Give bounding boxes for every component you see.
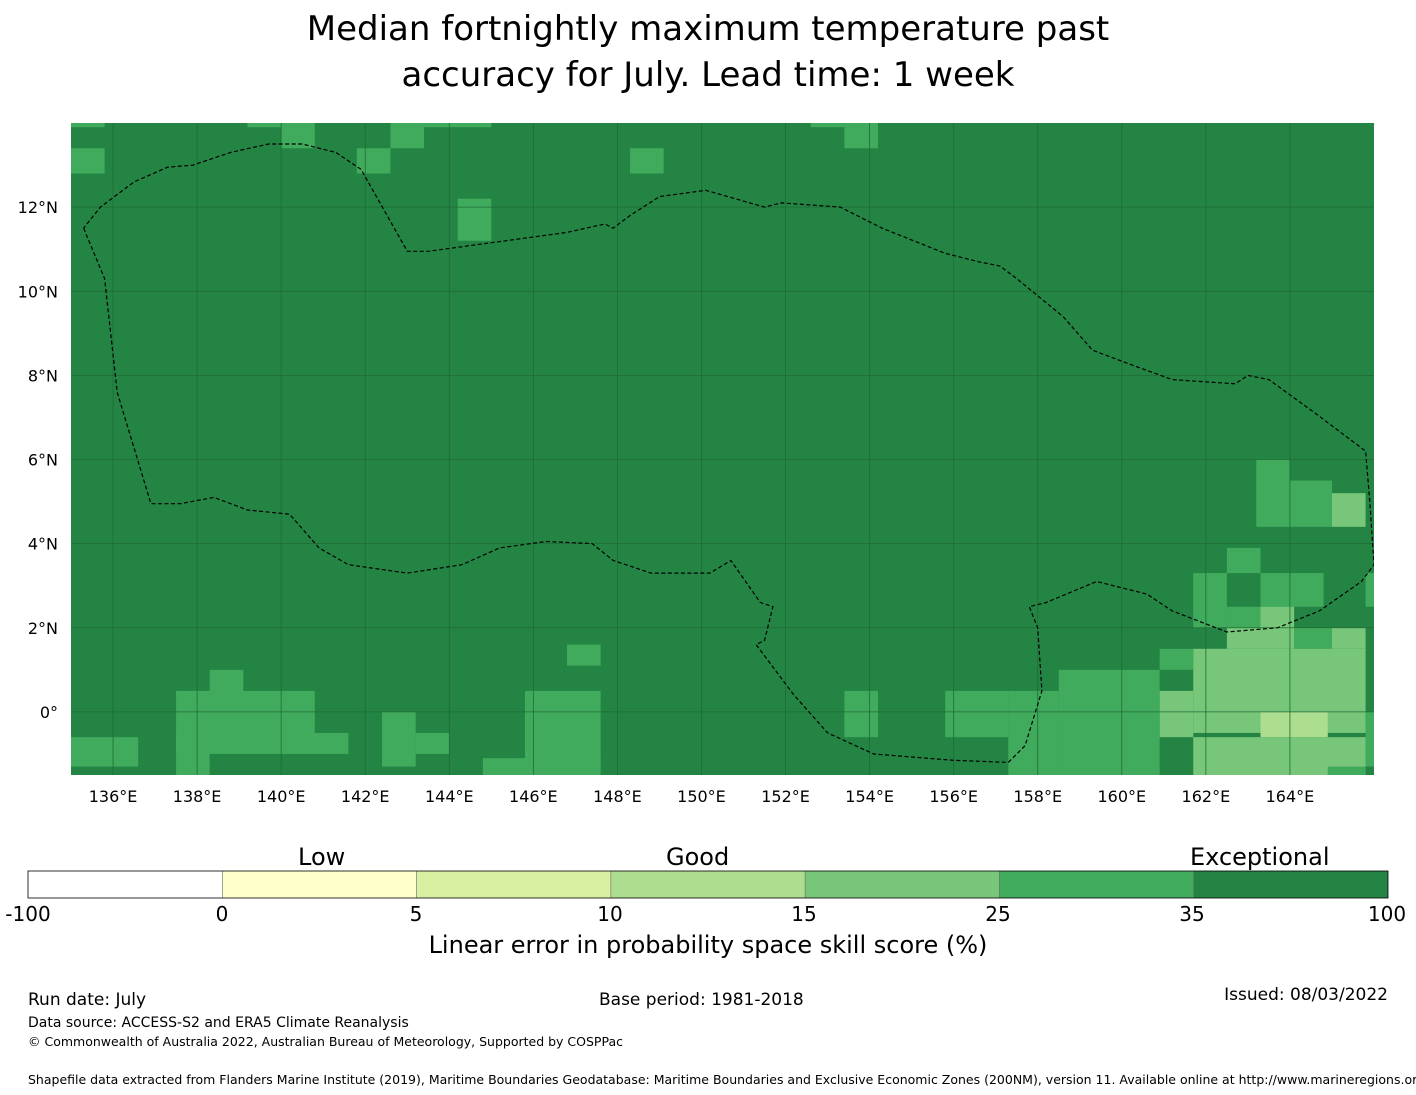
lon-tick-label: 156°E: [929, 787, 978, 806]
lon-tick-label: 142°E: [341, 787, 390, 806]
colorbar-tick: 100: [1367, 902, 1407, 926]
skill-cell: [1327, 766, 1366, 775]
colorbar-tick: -100: [5, 902, 51, 926]
skill-cell: [71, 148, 105, 174]
lat-tick-label: 10°N: [18, 282, 58, 301]
chart-title: Median fortnightly maximum temperature p…: [0, 6, 1416, 98]
lon-tick-label: 138°E: [173, 787, 222, 806]
colorbar-segment: [805, 871, 1000, 898]
lon-tick-label: 148°E: [593, 787, 642, 806]
colorbar-tick: 35: [1179, 902, 1205, 926]
data-source: Data source: ACCESS-S2 and ERA5 Climate …: [28, 1015, 409, 1031]
skill-cell: [71, 123, 105, 128]
lon-tick-label: 144°E: [425, 787, 474, 806]
lon-tick-label: 160°E: [1097, 787, 1146, 806]
skill-cell: [457, 198, 492, 241]
colorbar-label-good: Good: [666, 843, 730, 871]
lat-tick-label: 8°N: [28, 366, 58, 385]
skill-cell: [1226, 606, 1261, 628]
skill-cell: [176, 732, 210, 775]
skill-cell: [1159, 690, 1194, 738]
skill-cell: [810, 123, 845, 128]
skill-cell: [1058, 711, 1135, 775]
skill-cell: [457, 123, 492, 128]
lon-tick-label: 154°E: [845, 787, 894, 806]
shapefile-credit: Shapefile data extracted from Flanders M…: [28, 1072, 1416, 1087]
colorbar-segment: [28, 871, 223, 898]
skill-cell: [844, 123, 879, 149]
lon-tick-label: 164°E: [1266, 787, 1315, 806]
colorbar-segment: [610, 871, 806, 898]
colorbar-segment: [1193, 871, 1388, 898]
skill-cell: [1294, 627, 1332, 649]
skill-cell: [243, 732, 349, 754]
lat-tick-label: 6°N: [28, 451, 58, 470]
title-line-1: Median fortnightly maximum temperature p…: [306, 9, 1110, 49]
colorbar: [27, 870, 1389, 899]
eez-boundary: [83, 143, 1374, 764]
skill-cell: [424, 123, 458, 128]
colorbar-outline: [27, 870, 1389, 899]
colorbar-segment: [222, 871, 417, 898]
colorbar-tick: 5: [409, 902, 423, 926]
skill-cell: [945, 690, 1009, 738]
title-line-2: accuracy for July. Lead time: 1 week: [401, 55, 1015, 95]
lat-tick-label: 2°N: [28, 619, 58, 638]
colorbar-tick: 25: [985, 902, 1011, 926]
skill-cell: [415, 732, 450, 754]
lat-tick-label: 12°N: [18, 198, 58, 217]
skill-cell: [566, 644, 601, 666]
skill-cell: [482, 758, 601, 775]
lat-tick-label: 4°N: [28, 535, 58, 554]
colorbar-label-low: Low: [298, 843, 346, 871]
skill-cell: [1226, 547, 1261, 574]
skill-cell: [382, 711, 416, 767]
skill-cell: [1260, 711, 1328, 738]
skill-cell: [1365, 573, 1374, 607]
skill-cell: [247, 123, 282, 128]
skill-cell: [390, 123, 425, 149]
colorbar-segment: [999, 871, 1194, 898]
lon-tick-label: 158°E: [1013, 787, 1062, 806]
skill-cell: [1331, 493, 1366, 527]
skill-cell: [1331, 627, 1366, 649]
skill-cell: [1289, 480, 1332, 527]
colorbar-tick: 0: [215, 902, 229, 926]
copyright-notice: © Commonwealth of Australia 2022, Austra…: [28, 1034, 623, 1049]
colorbar-tick: 15: [791, 902, 817, 926]
run-date: Run date: July: [28, 990, 147, 1010]
base-period: Base period: 1981-2018: [599, 990, 804, 1010]
lon-tick-label: 136°E: [89, 787, 138, 806]
issued-date: Issued: 08/03/2022: [1224, 985, 1388, 1005]
lon-tick-label: 162°E: [1182, 787, 1231, 806]
skill-cell: [1226, 627, 1261, 649]
colorbar-title: Linear error in probability space skill …: [428, 931, 988, 959]
skill-cell: [1365, 711, 1374, 767]
lon-tick-label: 152°E: [761, 787, 810, 806]
lon-tick-label: 146°E: [509, 787, 558, 806]
skill-cell: [1159, 648, 1194, 670]
skill-cell: [1193, 573, 1227, 628]
skill-cell: [356, 148, 391, 174]
colorbar-label-exceptional: Exceptional: [1190, 843, 1330, 871]
map-background: [71, 123, 1374, 775]
colorbar-tick: 10: [597, 902, 623, 926]
colorbar-segment: [416, 871, 611, 898]
map-area: [71, 123, 1374, 775]
skill-cell: [1256, 459, 1290, 527]
skill-cell: [844, 690, 879, 738]
skill-cell: [71, 737, 139, 767]
skill-cell: [630, 148, 664, 174]
skill-cell: [1008, 690, 1059, 775]
lon-tick-label: 140°E: [257, 787, 306, 806]
map-axes: 136°E 138°E 140°E 142°E 144°E 146°E 148°E 150°E…: [18, 198, 1315, 806]
lat-tick-label: 0°: [40, 703, 58, 722]
lon-tick-label: 150°E: [677, 787, 726, 806]
skill-cell: [1260, 573, 1324, 607]
